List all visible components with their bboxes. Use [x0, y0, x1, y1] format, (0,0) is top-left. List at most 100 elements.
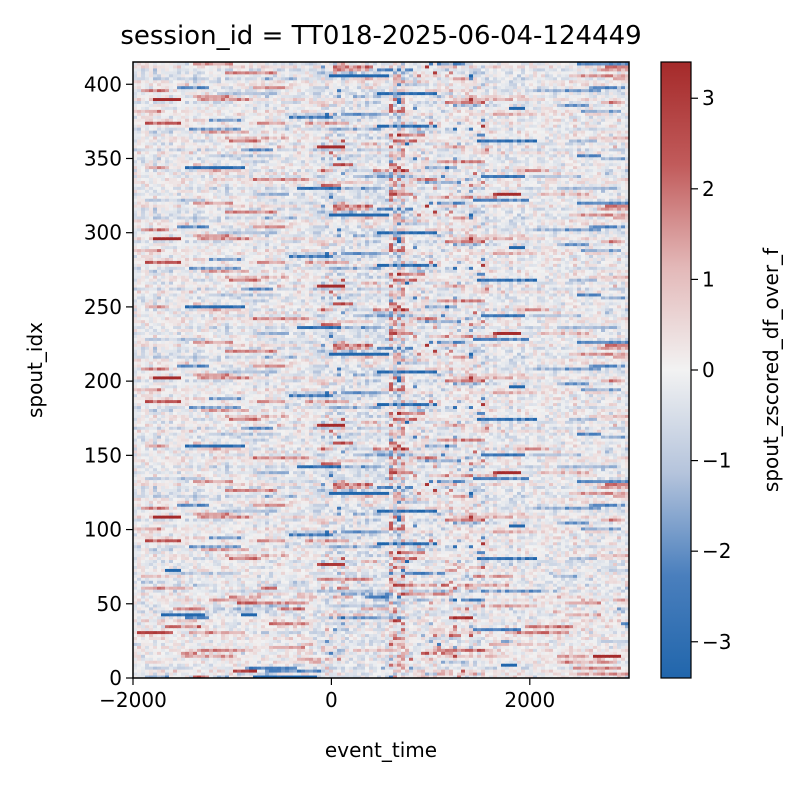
heatmap-cell [577, 657, 582, 661]
heatmap-cell [505, 577, 510, 581]
heatmap-cell [457, 612, 462, 617]
heatmap-cell [261, 651, 266, 655]
heatmap-cell [169, 603, 174, 608]
heatmap-cell [365, 669, 370, 673]
heatmap-cell [469, 562, 474, 566]
heatmap-cell [281, 574, 286, 578]
heatmap-cell [357, 630, 362, 635]
heatmap-cell [385, 601, 390, 605]
heatmap-cell [269, 651, 274, 655]
heatmap-cell [293, 595, 298, 599]
heatmap-cell [381, 574, 386, 578]
heatmap-cell [241, 598, 246, 602]
heatmap-cell [553, 669, 558, 673]
heatmap-cell [429, 618, 434, 623]
heatmap-cell [489, 595, 494, 599]
heatmap-cell [513, 639, 518, 643]
heatmap-cell [393, 675, 398, 679]
heatmap-cell [605, 639, 610, 643]
heatmap-cell [237, 565, 242, 569]
heatmap-cell [285, 583, 290, 587]
heatmap-cell [477, 612, 482, 617]
heatmap-cell [473, 565, 478, 569]
heatmap-cell [605, 651, 610, 655]
heatmap-cell [617, 615, 622, 620]
heatmap-cell [329, 648, 334, 652]
heatmap-cell [313, 609, 318, 614]
heatmap-cell [137, 627, 142, 632]
heatmap-cell [549, 577, 554, 581]
heatmap-cell [149, 595, 154, 599]
heatmap-cell [189, 589, 194, 593]
heatmap-cell [349, 669, 354, 673]
heatmap-cell [181, 630, 186, 635]
heatmap-cell [301, 621, 306, 626]
heatmap-cell [309, 618, 314, 623]
heatmap-cell [521, 624, 526, 629]
heatmap-cell [293, 654, 298, 658]
heatmap-cell [317, 586, 322, 590]
heatmap-cell [409, 633, 414, 638]
heatmap-cell [161, 666, 166, 670]
heatmap-cell [441, 648, 446, 652]
heatmap-cell [617, 624, 622, 629]
heatmap-cell [185, 562, 190, 566]
heatmap-cell [469, 675, 474, 679]
heatmap-cell [373, 666, 378, 670]
heatmap-cell [509, 669, 514, 673]
heatmap-cell [265, 660, 270, 664]
heatmap-cell [365, 621, 370, 626]
heatmap-cell [385, 618, 390, 623]
heatmap-cell [605, 592, 610, 596]
heatmap-cell [297, 630, 302, 635]
heatmap-cell [229, 586, 234, 590]
heatmap-cell [285, 592, 290, 596]
heatmap-cell [153, 583, 158, 587]
heatmap-cell [557, 603, 562, 608]
heatmap-cell [357, 577, 362, 581]
heatmap-cell [569, 648, 574, 652]
heatmap-cell [529, 601, 534, 605]
heatmap-cell [405, 636, 410, 640]
heatmap-cell [317, 645, 322, 649]
heatmap-cell [169, 621, 174, 626]
heatmap-cell [413, 648, 418, 652]
heatmap-cell [325, 666, 330, 670]
heatmap-cell [297, 603, 302, 608]
heatmap-cell [273, 621, 278, 626]
heatmap-cell [133, 592, 138, 596]
heatmap-cell [461, 598, 466, 602]
heatmap-cell [253, 583, 258, 587]
heatmap-cell [397, 580, 402, 584]
heatmap-cell [593, 639, 598, 643]
heatmap-cell [565, 603, 570, 608]
heatmap-cell [181, 598, 186, 602]
heatmap-cell [601, 627, 606, 632]
heatmap-cell [601, 672, 606, 676]
heatmap-cell [529, 589, 534, 593]
heatmap-cell [237, 654, 242, 658]
heatmap-cell [185, 565, 190, 569]
heatmap-cell [321, 633, 326, 638]
heatmap-cell [577, 621, 582, 626]
heatmap-cell [561, 675, 566, 679]
heatmap-cell [581, 627, 586, 632]
heatmap-cell [473, 580, 478, 584]
heatmap-cell [425, 663, 430, 667]
heatmap-cell [149, 675, 154, 679]
heatmap-cell [209, 648, 214, 652]
heatmap-cell [177, 562, 182, 566]
heatmap-cell [313, 618, 318, 623]
heatmap-cell [233, 645, 238, 649]
heatmap-cell [261, 633, 266, 638]
heatmap-cell [521, 586, 526, 590]
heatmap-cell [617, 559, 622, 563]
heatmap-cell [225, 675, 230, 679]
heatmap-cell [561, 672, 566, 676]
heatmap-cell [317, 571, 322, 575]
heatmap-cell [493, 565, 498, 569]
heatmap-cell [245, 660, 250, 664]
heatmap-cell [457, 651, 462, 655]
heatmap-cell [493, 615, 498, 620]
heatmap-cell [393, 580, 398, 584]
